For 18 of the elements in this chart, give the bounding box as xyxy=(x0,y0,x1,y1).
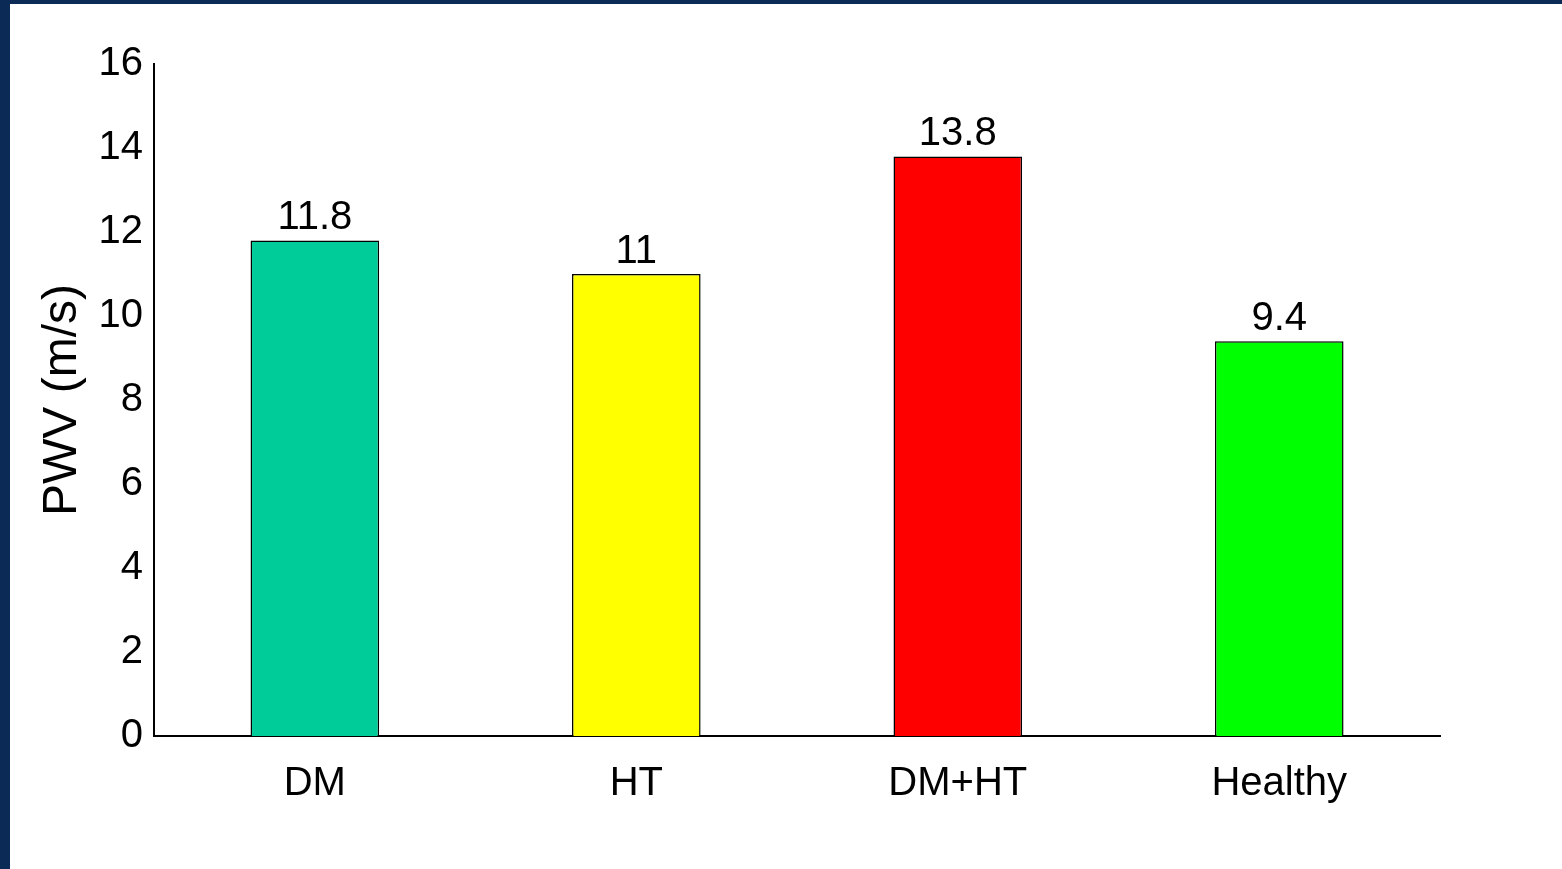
data-label: 11.8 xyxy=(277,193,353,238)
data-label: 11 xyxy=(615,227,658,272)
y-tick-label: 4 xyxy=(120,543,144,588)
y-tick-label: 6 xyxy=(120,459,144,504)
x-tick-label: DM+HT xyxy=(888,759,1028,804)
data-label: 9.4 xyxy=(1251,294,1308,339)
y-tick-label: 2 xyxy=(120,627,144,672)
x-tick-label: Healthy xyxy=(1211,759,1348,804)
data-label: 13.8 xyxy=(918,109,997,154)
y-tick-label: 0 xyxy=(120,711,144,756)
y-tick-label: 10 xyxy=(98,291,144,336)
y-tick-label: 12 xyxy=(98,207,144,252)
x-tick-label: HT xyxy=(609,759,663,804)
y-tick-label: 14 xyxy=(98,123,144,168)
y-tick-label: 8 xyxy=(120,375,144,420)
y-axis-title: PWV (m/s) xyxy=(33,284,87,516)
y-tick-label: 16 xyxy=(98,39,144,84)
x-tick-label: DM xyxy=(283,759,346,804)
